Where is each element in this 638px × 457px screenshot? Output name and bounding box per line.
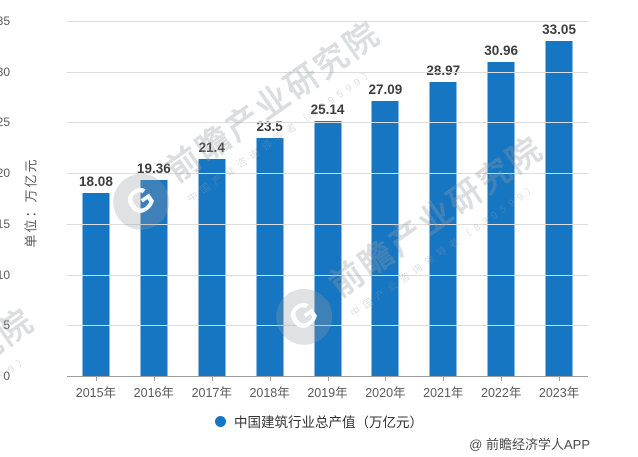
y-tick-label: 10 (0, 267, 10, 282)
bar-slot: 21.4 (183, 21, 241, 381)
bar-slot: 18.08 (67, 21, 125, 381)
watermark-subtext: 中国产业咨询领导者（839599） (0, 352, 34, 457)
gridline (67, 71, 588, 73)
x-tick-mark (385, 376, 387, 381)
x-axis-label: 2021年 (423, 386, 464, 400)
bar-value-label: 28.97 (426, 63, 461, 79)
gridline (67, 223, 588, 225)
x-tick-mark (443, 376, 445, 381)
x-tick-mark (95, 376, 97, 381)
bar-value-label: 23.5 (256, 118, 283, 134)
bar-2023年 (545, 40, 573, 376)
gridline (67, 173, 588, 175)
x-tick-mark (501, 376, 503, 381)
x-axis-line (67, 376, 588, 377)
bar-value-label: 33.05 (542, 21, 576, 37)
bars-container: 18.08 19.36 21.4 23.5 25.14 27.09 28.97 30.96 33… (67, 21, 588, 381)
x-axis-labels: 2015年 2016年 2017年 2018年 2019年 2020年 2021年 2022年… (67, 382, 588, 401)
x-tick-mark (559, 376, 561, 381)
bar-value-label: 27.09 (368, 82, 403, 98)
y-tick-label: 5 (3, 318, 10, 333)
x-axis-label: 2020年 (365, 386, 406, 400)
bar-2020年 (371, 101, 399, 376)
y-tick-label: 30 (0, 64, 10, 79)
gridline (67, 122, 588, 124)
bar-2017年 (198, 158, 226, 376)
bar-value-label: 19.36 (136, 160, 171, 176)
legend: 中国建筑行业总产值（万亿元） (0, 411, 638, 431)
y-tick-label: 15 (0, 216, 10, 231)
bar-2021年 (429, 82, 457, 376)
bar-slot: 33.05 (530, 21, 588, 381)
y-tick-label: 25 (0, 115, 10, 130)
x-axis-label: 2022年 (481, 386, 522, 400)
x-axis-label: 2023年 (538, 386, 580, 400)
y-axis-title: 单位：万亿元 (23, 157, 39, 248)
bar-2015年 (82, 192, 110, 376)
bar-value-label: 18.08 (79, 173, 113, 189)
x-axis-label: 2018年 (249, 386, 290, 400)
bar-slot: 19.36 (125, 21, 183, 381)
bar-2022年 (487, 61, 515, 376)
y-tick-label: 35 (0, 14, 10, 28)
x-tick-mark (327, 376, 329, 381)
gridline (67, 274, 588, 276)
gridline (67, 325, 588, 327)
x-tick-mark (153, 376, 155, 381)
bar-slot: 27.09 (356, 21, 414, 381)
legend-dot-icon (215, 415, 226, 427)
x-tick-mark (211, 376, 213, 381)
bar-value-label: 21.4 (198, 139, 225, 155)
bar-slot: 28.97 (414, 21, 472, 381)
bar-slot: 30.96 (472, 21, 530, 381)
x-axis-label: 2016年 (133, 386, 174, 400)
plot-area: 18.08 19.36 21.4 23.5 25.14 27.09 28.97 30.96 33… (0, 14, 588, 383)
x-axis-label: 2017年 (191, 386, 232, 400)
x-axis-label: 2019年 (307, 386, 348, 400)
source-credit: @ 前瞻经济学人APP (469, 437, 590, 452)
x-tick-mark (269, 376, 271, 381)
bar-2016年 (140, 179, 168, 376)
bar-slot: 23.5 (241, 21, 299, 381)
x-axis-label: 2015年 (75, 386, 117, 400)
y-tick-label: 0 (3, 369, 10, 383)
gridline (67, 21, 588, 22)
bar-2019年 (314, 121, 341, 376)
bar-value-label: 25.14 (310, 102, 345, 118)
y-tick-label: 20 (0, 166, 10, 181)
legend-label: 中国建筑行业总产值（万亿元） (234, 415, 423, 430)
bar-2018年 (256, 137, 284, 376)
bar-slot: 25.14 (299, 21, 357, 381)
bar-value-label: 30.96 (484, 42, 519, 58)
